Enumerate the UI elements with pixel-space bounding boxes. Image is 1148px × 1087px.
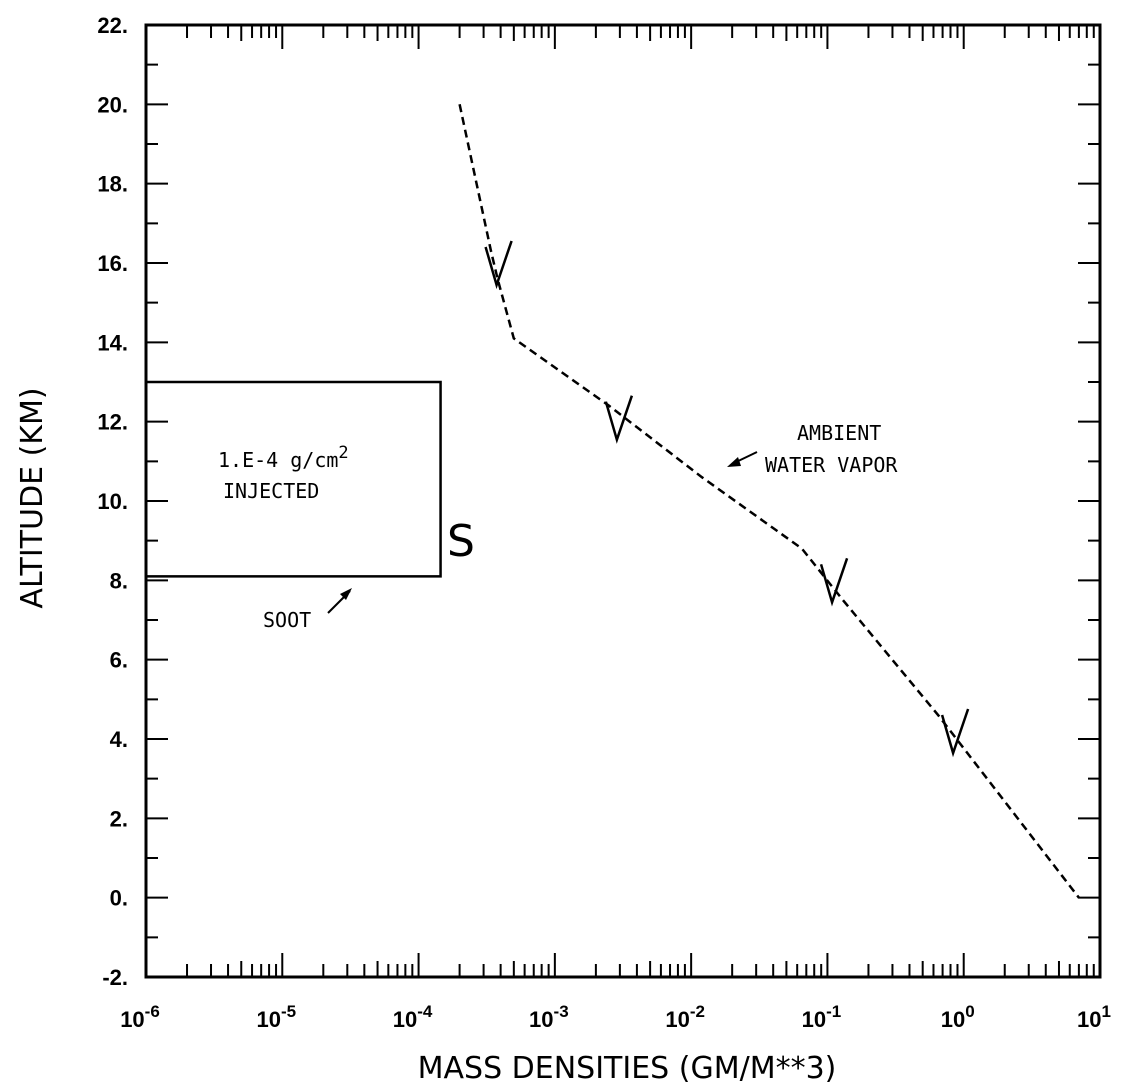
y-tick-label: 8. bbox=[110, 568, 128, 593]
injected-label-line2: INJECTED bbox=[223, 479, 319, 503]
y-tick-label: 14. bbox=[97, 330, 128, 355]
x-tick-label: 10-4 bbox=[393, 1002, 433, 1032]
ambient-arrow-head bbox=[727, 457, 741, 467]
soot-injection-box bbox=[144, 380, 442, 578]
x-tick-base: 10 bbox=[529, 1007, 553, 1032]
x-tick-exponent: 1 bbox=[1102, 1002, 1111, 1021]
y-tick-label: -2. bbox=[102, 965, 128, 990]
ambient-label-line2: WATER VAPOR bbox=[765, 453, 898, 477]
x-tick-label: 10-3 bbox=[529, 1002, 569, 1032]
y-tick-labels: -2. 0. 2. 4. 6. 8. 10. 12. 14. 16. 18. 20. 22. bbox=[97, 13, 128, 990]
x-tick-base: 10 bbox=[393, 1007, 417, 1032]
y-tick-label: 10. bbox=[97, 489, 128, 514]
series-marker bbox=[819, 557, 849, 607]
y-tick-label: 16. bbox=[97, 251, 128, 276]
x-tick-base: 10 bbox=[120, 1007, 144, 1032]
soot-label: SOOT bbox=[263, 608, 311, 632]
x-tick-label: 10-6 bbox=[120, 1002, 160, 1032]
x-tick-base: 10 bbox=[941, 1007, 965, 1032]
soot-arrow-head bbox=[340, 588, 352, 600]
x-tick-label: 100 bbox=[941, 1002, 975, 1032]
x-tick-exponent: -2 bbox=[690, 1002, 705, 1021]
y-tick-label: 12. bbox=[97, 410, 128, 435]
injected-label-line1: 1.E-4 g/cm2 bbox=[218, 443, 349, 472]
x-tick-exponent: -6 bbox=[145, 1002, 160, 1021]
injected-label-text: 1.E-4 g/cm bbox=[218, 448, 338, 472]
series-markers bbox=[484, 240, 970, 758]
x-tick-base: 10 bbox=[802, 1007, 826, 1032]
ambient-label-line1: AMBIENT bbox=[797, 421, 881, 445]
x-axis-title: MASS DENSITIES (GM/M**3) bbox=[418, 1051, 837, 1086]
y-axis-title: ALTITUDE (KM) bbox=[15, 387, 50, 608]
x-tick-base: 10 bbox=[256, 1007, 280, 1032]
y-tick-label: 18. bbox=[97, 172, 128, 197]
y-tick-label: 20. bbox=[97, 92, 128, 117]
x-tick-label: 101 bbox=[1077, 1002, 1111, 1032]
y-tick-label: 0. bbox=[110, 886, 128, 911]
y-tick-label: 6. bbox=[110, 648, 128, 673]
x-tick-exponent: 0 bbox=[965, 1002, 974, 1021]
y-tick-label: 22. bbox=[97, 13, 128, 38]
x-tick-label: 10-1 bbox=[802, 1002, 842, 1032]
x-tick-labels: 10-6 10-5 10-4 10-3 10-2 10-1 100 101 bbox=[120, 1002, 1111, 1032]
series-marker bbox=[940, 708, 970, 758]
series-marker bbox=[604, 395, 634, 444]
series-marker bbox=[484, 240, 513, 290]
x-tick-exponent: -1 bbox=[826, 1002, 841, 1021]
x-tick-base: 10 bbox=[1077, 1007, 1101, 1032]
soot-symbol: S bbox=[447, 516, 475, 567]
x-tick-exponent: -3 bbox=[554, 1002, 569, 1021]
y-tick-label: 2. bbox=[110, 806, 128, 831]
water-vapor-series bbox=[458, 104, 1080, 899]
x-tick-exponent: -5 bbox=[281, 1002, 296, 1021]
x-tick-label: 10-2 bbox=[665, 1002, 705, 1032]
x-tick-base: 10 bbox=[665, 1007, 689, 1032]
tick-marks bbox=[146, 25, 1100, 977]
y-tick-label: 4. bbox=[110, 727, 128, 752]
x-tick-exponent: -4 bbox=[417, 1002, 433, 1021]
axis-ticks bbox=[146, 25, 1100, 977]
injected-label-superscript: 2 bbox=[338, 443, 348, 463]
x-tick-label: 10-5 bbox=[256, 1002, 296, 1032]
